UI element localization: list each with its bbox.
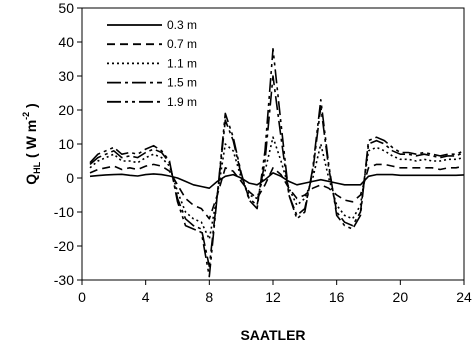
series-line-0-7-m bbox=[89, 163, 465, 220]
y-tick-label: -20 bbox=[54, 238, 74, 254]
x-tick-label: 24 bbox=[456, 289, 472, 305]
x-tick-label: 20 bbox=[393, 289, 409, 305]
series-line-1-1-m bbox=[89, 136, 465, 240]
legend-label: 1.9 m bbox=[167, 95, 197, 109]
y-tick-label: 50 bbox=[58, 0, 74, 16]
series-layer bbox=[89, 47, 465, 278]
series-line-1-9-m bbox=[89, 47, 465, 278]
legend-label: 1.1 m bbox=[167, 56, 197, 70]
y-tick-label: 40 bbox=[58, 34, 74, 50]
legend-label: 0.7 m bbox=[167, 37, 197, 51]
legend-label: 0.3 m bbox=[167, 18, 197, 32]
legend: 0.3 m 0.7 m 1.1 m 1.5 m 1.9 m bbox=[107, 18, 197, 109]
x-tick-label: 12 bbox=[265, 289, 281, 305]
y-axis-title-q: Q bbox=[23, 174, 39, 185]
axis-ticks: -30 -20 -10 0 10 20 30 40 50 0 4 8 12 16 20 24 bbox=[54, 0, 472, 305]
y-axis-title: QHL ( W m-2 ) bbox=[21, 103, 42, 184]
x-tick-label: 0 bbox=[78, 289, 86, 305]
y-axis-title-sup: -2 bbox=[21, 112, 31, 120]
x-tick-label: 8 bbox=[205, 289, 213, 305]
x-tick-label: 16 bbox=[329, 289, 345, 305]
y-axis-title-open: ( W m bbox=[23, 120, 39, 162]
y-tick-label: -10 bbox=[54, 204, 74, 220]
y-tick-label: 10 bbox=[58, 136, 74, 152]
series-line-1-5-m bbox=[89, 75, 465, 268]
y-axis-title-close: ) bbox=[23, 103, 39, 112]
y-axis-title-sub: HL bbox=[32, 161, 42, 173]
legend-label: 1.5 m bbox=[167, 76, 197, 90]
y-tick-label: 20 bbox=[58, 102, 74, 118]
y-tick-label: -30 bbox=[54, 272, 74, 288]
y-tick-label: 30 bbox=[58, 68, 74, 84]
series-line-0-3-m bbox=[89, 172, 465, 189]
x-axis-title: SAATLER bbox=[240, 327, 305, 343]
y-tick-label: 0 bbox=[66, 170, 74, 186]
x-tick-label: 4 bbox=[142, 289, 150, 305]
